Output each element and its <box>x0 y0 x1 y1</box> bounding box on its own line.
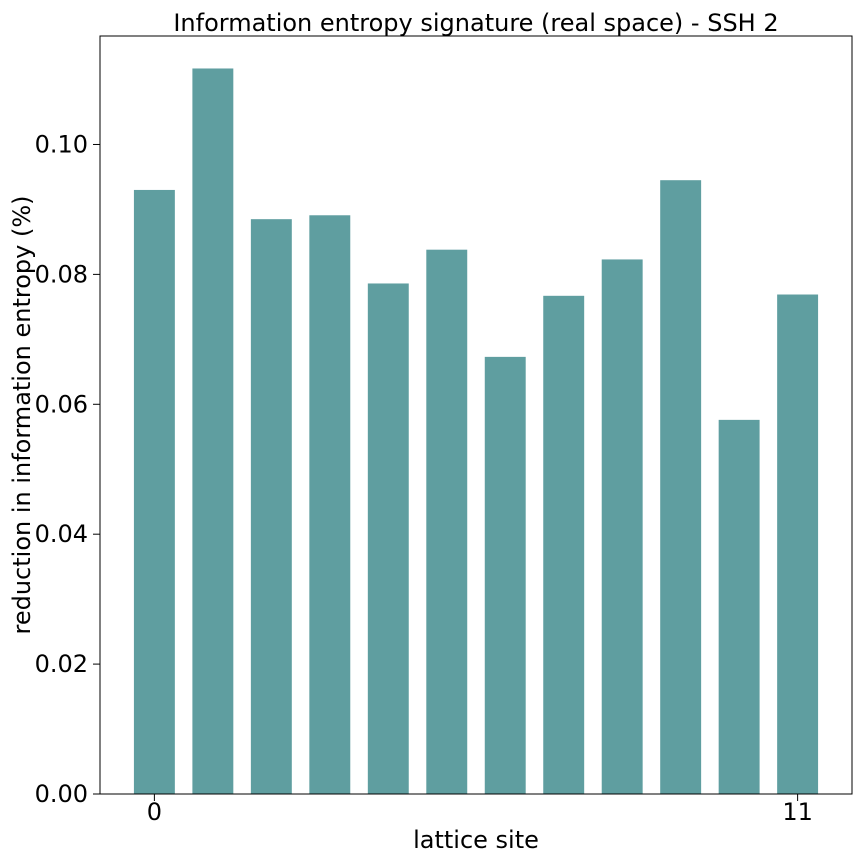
bar-site-11 <box>777 294 819 794</box>
y-tick-label: 0.06 <box>35 390 88 418</box>
x-tick-label: 0 <box>147 798 162 826</box>
plot-frame <box>99 35 853 795</box>
y-tick-label: 0.04 <box>35 520 88 548</box>
bar-site-5 <box>426 249 468 794</box>
x-axis-ticks: 0 11 <box>147 794 813 826</box>
y-tick-label: 0.02 <box>35 650 88 678</box>
y-tick-label: 0.08 <box>35 260 88 288</box>
bar-site-1 <box>192 68 234 795</box>
bar-site-4 <box>367 283 409 794</box>
bar-site-3 <box>309 215 351 794</box>
bar-site-8 <box>601 259 643 794</box>
x-axis-label: lattice site <box>413 826 539 854</box>
y-tick-label: 0.10 <box>35 130 88 158</box>
chart-title: Information entropy signature (real spac… <box>173 9 778 37</box>
bars <box>133 68 819 795</box>
bar-site-0 <box>133 189 175 794</box>
y-tick-label: 0.00 <box>35 780 88 808</box>
y-axis-label: reduction in information entropy (%) <box>8 195 36 634</box>
x-tick-label: 11 <box>782 798 813 826</box>
y-axis-ticks: 0.00 0.02 0.04 0.06 0.08 0.10 <box>35 130 100 808</box>
bar-site-2 <box>250 219 292 795</box>
bar-site-6 <box>484 356 526 794</box>
bar-site-9 <box>660 180 702 794</box>
bar-site-7 <box>543 295 585 794</box>
bar-site-10 <box>718 419 760 794</box>
